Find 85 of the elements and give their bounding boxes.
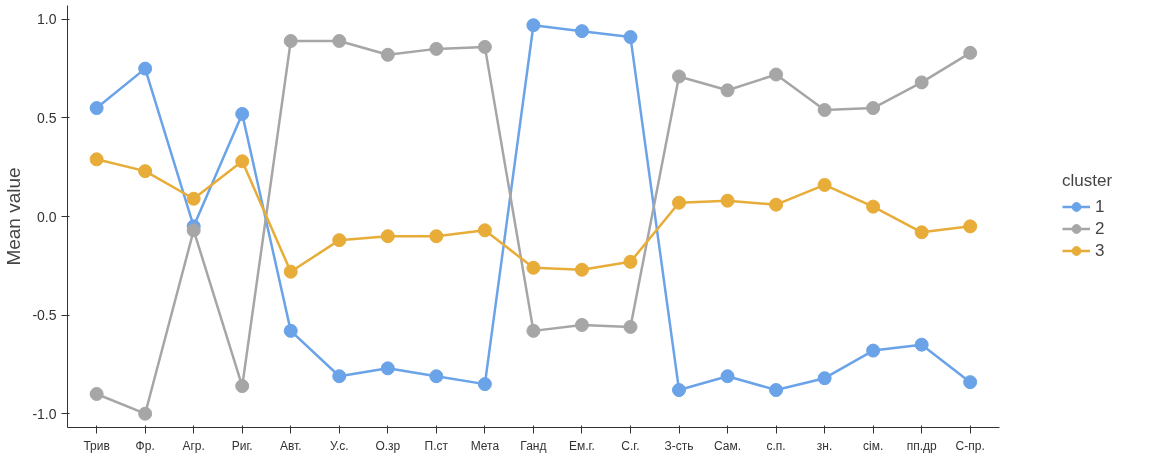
x-tick-label: Сам. bbox=[714, 438, 742, 453]
x-tick-label: П.ст bbox=[424, 438, 449, 453]
x-tick-label: Риг. bbox=[231, 438, 253, 453]
point bbox=[769, 383, 784, 398]
point bbox=[914, 225, 929, 240]
legend-label: 2 bbox=[1095, 218, 1106, 239]
point bbox=[429, 229, 444, 244]
point bbox=[380, 229, 395, 244]
point bbox=[866, 343, 881, 358]
point bbox=[332, 369, 347, 384]
point bbox=[623, 30, 638, 45]
x-tick-label: Авт. bbox=[279, 438, 302, 453]
point bbox=[963, 219, 978, 234]
point bbox=[623, 254, 638, 269]
point bbox=[89, 386, 104, 401]
point bbox=[138, 406, 153, 421]
point bbox=[380, 361, 395, 376]
point bbox=[283, 34, 298, 48]
point bbox=[429, 41, 444, 56]
point bbox=[477, 223, 492, 238]
point bbox=[866, 199, 881, 214]
x-tick-label: сім. bbox=[863, 438, 884, 453]
point bbox=[817, 103, 832, 117]
x-tick-label: зн. bbox=[816, 438, 833, 453]
point bbox=[526, 260, 541, 275]
point bbox=[574, 24, 589, 39]
point bbox=[332, 233, 347, 248]
point bbox=[429, 369, 444, 384]
point bbox=[914, 75, 929, 90]
point bbox=[235, 379, 250, 394]
x-tick-label: Трив bbox=[83, 438, 110, 453]
point bbox=[574, 262, 589, 277]
point bbox=[186, 191, 201, 206]
x-tick-label: С.г. bbox=[621, 438, 640, 453]
point bbox=[963, 45, 978, 60]
point bbox=[672, 195, 686, 210]
point bbox=[477, 39, 492, 54]
legend-title: cluster bbox=[1062, 170, 1114, 191]
x-tick-label: Фр. bbox=[135, 438, 155, 453]
point bbox=[235, 106, 250, 121]
point bbox=[866, 101, 881, 116]
point bbox=[769, 197, 784, 212]
legend-label: 1 bbox=[1095, 196, 1106, 217]
x-tick-label: Ганд bbox=[520, 438, 547, 453]
point bbox=[332, 34, 347, 48]
x-tick-label: пп.др bbox=[906, 438, 937, 453]
point bbox=[526, 323, 541, 338]
point bbox=[186, 223, 201, 238]
point bbox=[672, 383, 686, 398]
point bbox=[526, 18, 541, 33]
point bbox=[89, 101, 104, 116]
point bbox=[623, 319, 638, 334]
point bbox=[720, 193, 735, 208]
point bbox=[138, 164, 153, 179]
point bbox=[769, 67, 784, 82]
y-axis-title: Mean value bbox=[3, 167, 25, 266]
point bbox=[138, 61, 153, 76]
point bbox=[235, 154, 250, 169]
y-tick-label: 0.0 bbox=[37, 208, 57, 225]
x-tick-label: З-сть bbox=[664, 438, 694, 453]
point bbox=[672, 69, 686, 84]
point bbox=[720, 83, 735, 98]
y-tick-label: 0.5 bbox=[37, 109, 57, 126]
point bbox=[963, 375, 978, 390]
point bbox=[817, 371, 832, 386]
legend-label: 3 bbox=[1095, 240, 1106, 261]
y-tick-label: -1.0 bbox=[32, 405, 57, 422]
point bbox=[574, 317, 589, 332]
point bbox=[720, 369, 735, 384]
x-tick-label: Ем.г. bbox=[569, 438, 595, 453]
point bbox=[817, 177, 832, 192]
point bbox=[914, 337, 929, 352]
x-tick-label: Мета bbox=[470, 438, 500, 453]
x-tick-label: У.с. bbox=[329, 438, 349, 453]
x-tick-label: Агр. bbox=[182, 438, 205, 453]
x-tick-label: С-пр. bbox=[955, 438, 985, 453]
point bbox=[380, 47, 395, 62]
x-tick-label: с.п. bbox=[766, 438, 786, 453]
y-tick-label: 1.0 bbox=[37, 11, 57, 28]
x-tick-label: О.зр bbox=[375, 438, 401, 453]
y-tick-label: -0.5 bbox=[32, 307, 57, 324]
point bbox=[89, 152, 104, 167]
point bbox=[283, 323, 298, 338]
point bbox=[283, 264, 298, 279]
point bbox=[477, 377, 492, 392]
